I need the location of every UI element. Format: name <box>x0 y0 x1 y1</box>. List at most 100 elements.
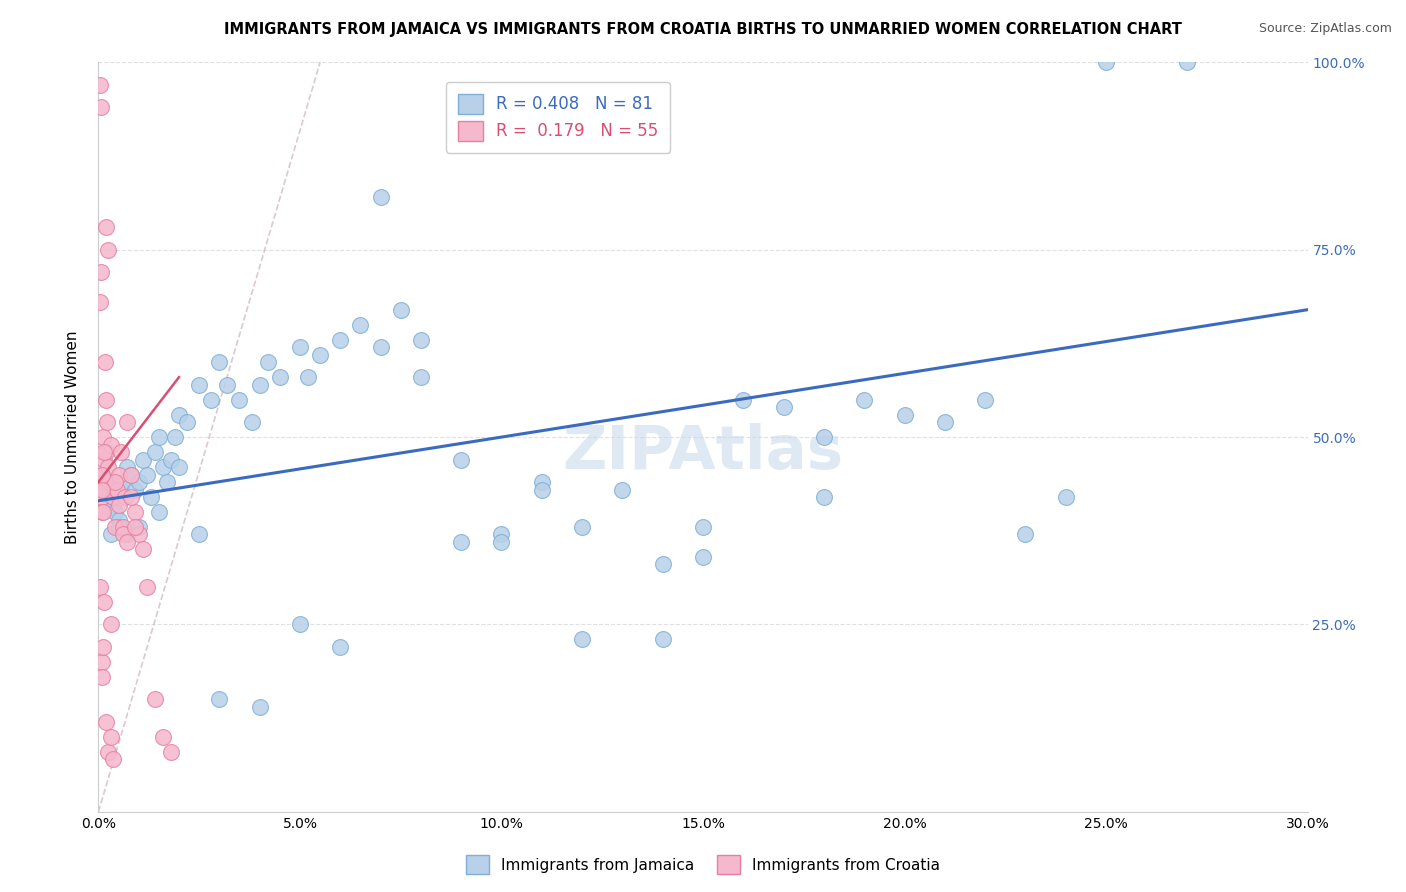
Point <box>93 452 115 467</box>
Point <box>409 370 432 384</box>
Point <box>100 527 122 541</box>
Point <box>143 692 166 706</box>
Point <box>115 535 138 549</box>
Point <box>571 632 593 647</box>
Text: Source: ZipAtlas.com: Source: ZipAtlas.com <box>1258 22 1392 36</box>
Point <box>132 542 155 557</box>
Point <box>103 505 125 519</box>
Point <box>1095 55 1118 70</box>
Point <box>249 699 271 714</box>
Point <box>409 333 432 347</box>
Point <box>208 692 231 706</box>
Point <box>389 302 412 317</box>
Point <box>167 408 190 422</box>
Point <box>132 452 155 467</box>
Point <box>91 467 114 482</box>
Point <box>491 527 513 541</box>
Point <box>1014 527 1036 541</box>
Point <box>135 467 157 482</box>
Point <box>152 730 174 744</box>
Point <box>160 452 183 467</box>
Point <box>90 467 112 482</box>
Point <box>100 437 122 451</box>
Point <box>491 535 513 549</box>
Point <box>974 392 997 407</box>
Point <box>114 490 136 504</box>
Point <box>135 580 157 594</box>
Point <box>101 490 124 504</box>
Point <box>100 730 122 744</box>
Point <box>692 549 714 564</box>
Point <box>89 78 111 92</box>
Point <box>1054 490 1077 504</box>
Point <box>188 527 211 541</box>
Point <box>329 333 352 347</box>
Point <box>813 490 835 504</box>
Point <box>97 745 120 759</box>
Point <box>309 348 332 362</box>
Point <box>101 498 124 512</box>
Point <box>733 392 755 407</box>
Point <box>97 475 120 489</box>
Point <box>103 475 125 489</box>
Text: IMMIGRANTS FROM JAMAICA VS IMMIGRANTS FROM CROATIA BIRTHS TO UNMARRIED WOMEN COR: IMMIGRANTS FROM JAMAICA VS IMMIGRANTS FR… <box>224 22 1182 37</box>
Point <box>176 415 198 429</box>
Point <box>249 377 271 392</box>
Point <box>370 340 392 354</box>
Point <box>128 527 150 541</box>
Point <box>288 340 311 354</box>
Point <box>120 467 142 482</box>
Point <box>115 415 138 429</box>
Point <box>89 580 111 594</box>
Point <box>115 460 138 475</box>
Point <box>96 483 118 497</box>
Point <box>91 505 114 519</box>
Point <box>530 483 553 497</box>
Point <box>105 483 128 497</box>
Point <box>94 392 117 407</box>
Point <box>107 467 129 482</box>
Point <box>148 505 170 519</box>
Point <box>97 460 120 475</box>
Point <box>103 520 125 534</box>
Point <box>256 355 278 369</box>
Point <box>91 483 114 497</box>
Point <box>853 392 876 407</box>
Point <box>96 714 118 729</box>
Point <box>96 220 118 235</box>
Point <box>329 640 352 654</box>
Point <box>128 520 150 534</box>
Point <box>120 467 142 482</box>
Point <box>97 243 120 257</box>
Point <box>91 430 114 444</box>
Point <box>96 445 118 459</box>
Point <box>651 632 673 647</box>
Point <box>1175 55 1198 70</box>
Point <box>115 527 138 541</box>
Point <box>349 318 371 332</box>
Point <box>450 535 472 549</box>
Point <box>110 445 132 459</box>
Point <box>163 430 186 444</box>
Point <box>240 415 263 429</box>
Point <box>651 558 673 572</box>
Point <box>893 408 915 422</box>
Point <box>100 617 122 632</box>
Point <box>571 520 593 534</box>
Point <box>124 520 146 534</box>
Point <box>107 498 129 512</box>
Point <box>450 452 472 467</box>
Point <box>111 520 134 534</box>
Point <box>91 483 114 497</box>
Legend: R = 0.408   N = 81, R =  0.179   N = 55: R = 0.408 N = 81, R = 0.179 N = 55 <box>446 82 669 153</box>
Point <box>98 475 121 489</box>
Point <box>612 483 634 497</box>
Point <box>124 505 146 519</box>
Point <box>111 475 134 489</box>
Legend: Immigrants from Jamaica, Immigrants from Croatia: Immigrants from Jamaica, Immigrants from… <box>460 849 946 880</box>
Point <box>93 483 115 497</box>
Point <box>128 475 150 489</box>
Point <box>91 505 114 519</box>
Point <box>90 655 112 669</box>
Point <box>208 355 231 369</box>
